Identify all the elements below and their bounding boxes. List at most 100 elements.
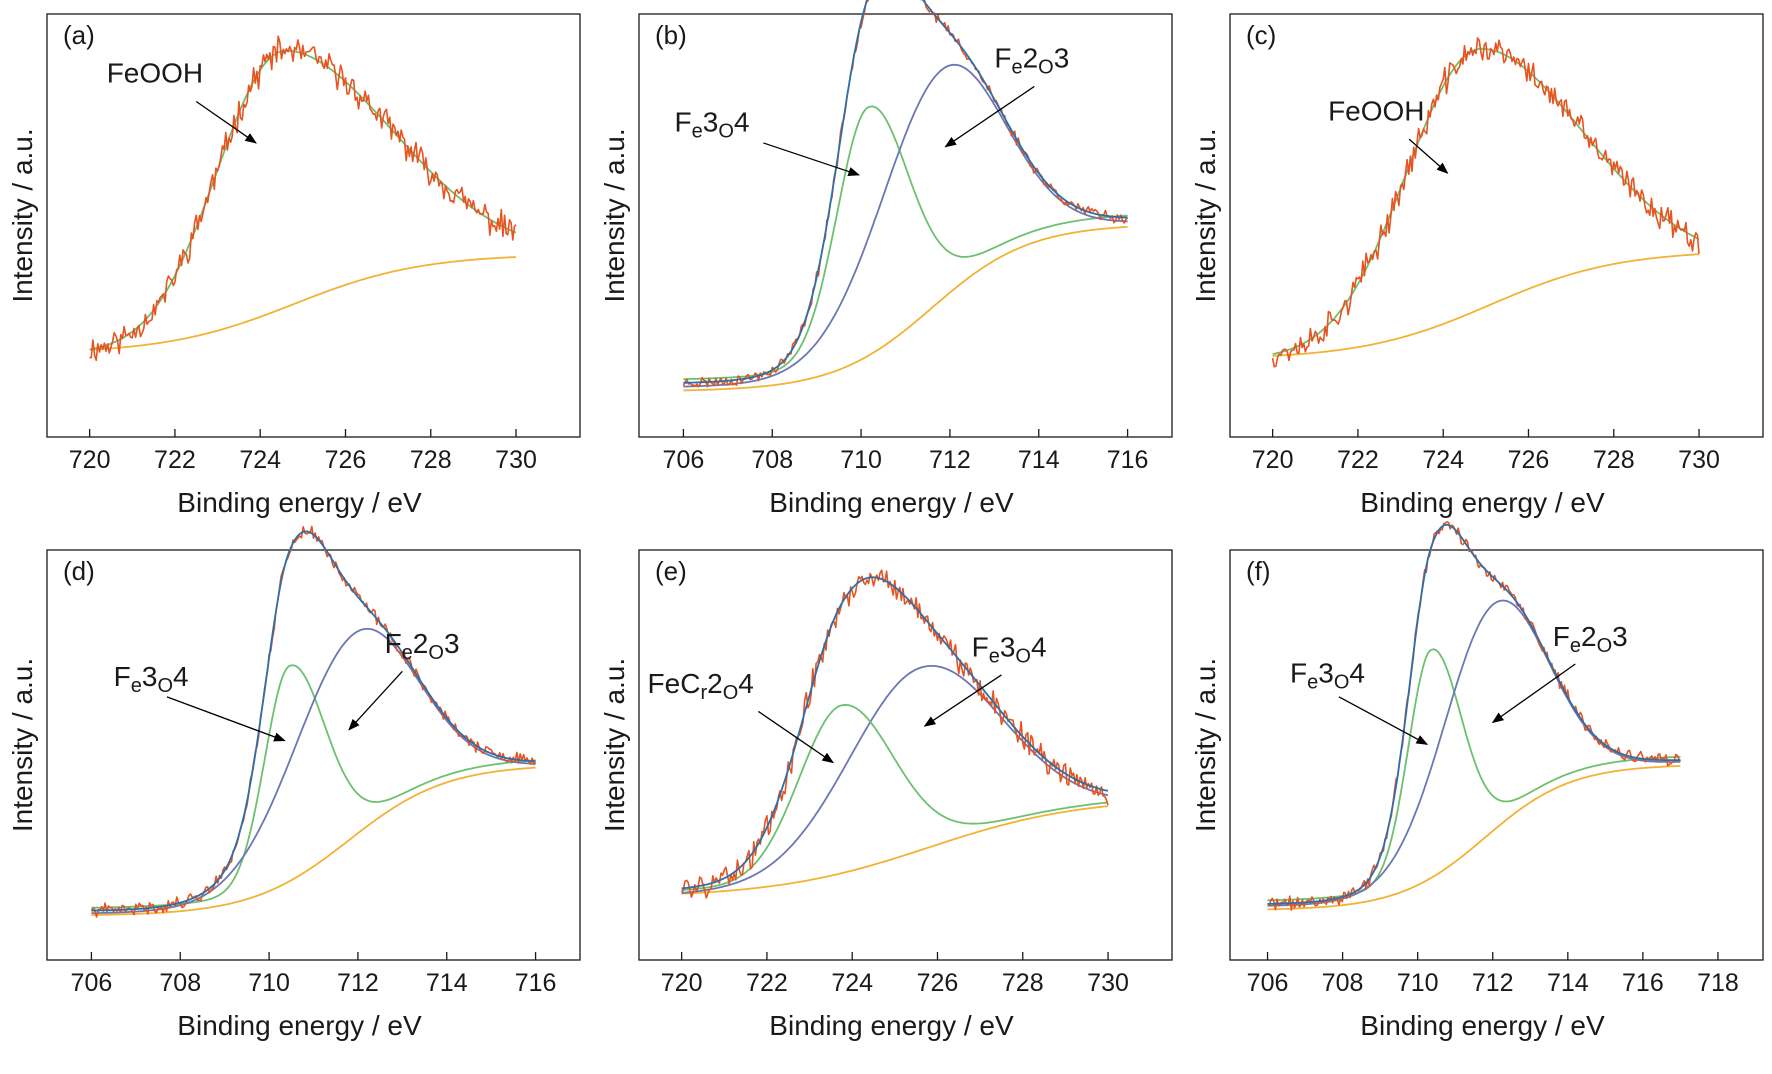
panel-label: (b) xyxy=(655,20,687,50)
x-tick-label: 706 xyxy=(1247,969,1289,997)
x-tick-label: 710 xyxy=(1397,969,1439,997)
panel-label: (a) xyxy=(63,20,95,50)
series-raw xyxy=(90,525,537,918)
plot-frame xyxy=(638,13,1173,438)
y-axis-title: Intensity / a.u. xyxy=(1190,128,1221,302)
x-tick-label: 724 xyxy=(1422,446,1464,474)
series-envelope xyxy=(91,530,536,912)
series-fe3o4 xyxy=(681,665,1109,894)
annotation-label: Fe3O4 xyxy=(1290,657,1365,693)
x-tick-label: 720 xyxy=(661,969,703,997)
annotation-arrow xyxy=(1491,663,1576,724)
x-tick-label: 710 xyxy=(840,446,882,474)
annotation-label: Fe3O4 xyxy=(972,632,1047,668)
series-background xyxy=(1267,765,1681,911)
annotation-arrow xyxy=(166,696,286,742)
x-tick-label: 730 xyxy=(1087,969,1129,997)
y-axis-title: Intensity / a.u. xyxy=(7,658,38,832)
x-tick-label: 714 xyxy=(1018,446,1060,474)
series-raw xyxy=(1271,37,1700,368)
annotation-arrow xyxy=(348,670,403,731)
series-fe3o4 xyxy=(1267,648,1681,902)
x-tick-label: 710 xyxy=(248,969,290,997)
x-tick-label: 714 xyxy=(426,969,468,997)
annotation-arrow xyxy=(944,85,1035,148)
x-tick-label: 720 xyxy=(1252,446,1294,474)
plot-frame xyxy=(638,549,1173,961)
x-tick-label: 712 xyxy=(929,446,971,474)
series-fe3o4 xyxy=(683,105,1128,380)
series-envelope xyxy=(1267,523,1681,905)
series-background xyxy=(683,226,1128,392)
x-tick-label: 716 xyxy=(515,969,557,997)
annotation-label: Fe3O4 xyxy=(675,107,750,143)
series-raw xyxy=(1267,521,1682,911)
y-axis-title: Intensity / a.u. xyxy=(7,128,38,302)
y-axis-title: Intensity / a.u. xyxy=(1190,658,1221,832)
annotation-arrow xyxy=(195,100,257,144)
x-axis-title: Binding energy / eV xyxy=(177,1010,422,1041)
x-tick-label: 718 xyxy=(1697,969,1739,997)
x-tick-label: 712 xyxy=(337,969,379,997)
plot-frame xyxy=(1229,549,1764,961)
y-axis-title: Intensity / a.u. xyxy=(599,658,630,832)
panel-b: (b) 706 708 710 712 714 716 Binding energy / eV… xyxy=(599,0,1173,518)
x-tick-label: 706 xyxy=(71,969,113,997)
annotation-arrow xyxy=(758,710,834,764)
x-tick-label: 730 xyxy=(1678,446,1720,474)
annotation-label: FeCr2O4 xyxy=(648,668,754,704)
x-tick-label: 706 xyxy=(663,446,705,474)
annotation-label: Fe2O3 xyxy=(994,43,1069,79)
series-envelope xyxy=(683,0,1128,384)
panel-a: (a) 720 722 724 726 728 730 Binding energy / eV… xyxy=(7,13,581,518)
annotation-arrow xyxy=(763,142,860,177)
annotation-label: Fe3O4 xyxy=(114,661,189,697)
x-tick-label: 708 xyxy=(1322,969,1364,997)
x-axis-title: Binding energy / eV xyxy=(769,487,1014,518)
panel-label: (f) xyxy=(1246,556,1271,586)
annotation-arrow xyxy=(1338,696,1429,745)
panel-e: (e) 720 722 724 726 728 730 Binding energy / eV… xyxy=(599,549,1173,1041)
series-background xyxy=(1272,253,1700,357)
x-tick-label: 722 xyxy=(746,969,788,997)
series-background xyxy=(91,766,536,916)
panel-f: (f) 706 708 710 712 714 716 718 Binding energy /… xyxy=(1190,521,1764,1041)
x-axis-title: Binding energy / eV xyxy=(1360,487,1605,518)
annotation-arrow xyxy=(923,674,1002,727)
x-axis-title: Binding energy / eV xyxy=(1360,1010,1605,1041)
annotation-label: Fe2O3 xyxy=(1553,621,1628,657)
x-tick-label: 726 xyxy=(1508,446,1550,474)
x-tick-label: 728 xyxy=(1002,969,1044,997)
panel-label: (d) xyxy=(63,556,95,586)
panel-d: (d) 706 708 710 712 714 716 Binding energy / eV… xyxy=(7,525,581,1041)
series-background xyxy=(89,256,517,351)
series-background xyxy=(681,805,1109,895)
annotation-label: FeOOH xyxy=(107,58,203,89)
x-tick-label: 716 xyxy=(1107,446,1149,474)
x-tick-label: 726 xyxy=(917,969,959,997)
x-tick-label: 712 xyxy=(1472,969,1514,997)
annotation-label: FeOOH xyxy=(1328,95,1424,126)
x-tick-label: 726 xyxy=(325,446,367,474)
panel-label: (c) xyxy=(1246,20,1276,50)
x-tick-label: 730 xyxy=(495,446,537,474)
plot-frame xyxy=(1229,13,1764,438)
y-axis-title: Intensity / a.u. xyxy=(599,128,630,302)
annotation-arrow xyxy=(1408,138,1449,174)
x-axis-title: Binding energy / eV xyxy=(177,487,422,518)
plot-frame xyxy=(46,549,581,961)
annotation-label: Fe2O3 xyxy=(385,628,460,664)
x-tick-label: 720 xyxy=(69,446,111,474)
x-tick-label: 708 xyxy=(751,446,793,474)
series-fe2o3 xyxy=(91,628,536,915)
panel-label: (e) xyxy=(655,556,687,586)
panel-c: (c) 720 722 724 726 728 730 Binding energy / eV… xyxy=(1190,13,1764,518)
x-tick-label: 728 xyxy=(410,446,452,474)
x-tick-label: 714 xyxy=(1547,969,1589,997)
x-axis-title: Binding energy / eV xyxy=(769,1010,1014,1041)
x-tick-label: 708 xyxy=(159,969,201,997)
series-raw xyxy=(89,35,517,362)
x-tick-label: 716 xyxy=(1622,969,1664,997)
series-raw xyxy=(681,569,1109,899)
